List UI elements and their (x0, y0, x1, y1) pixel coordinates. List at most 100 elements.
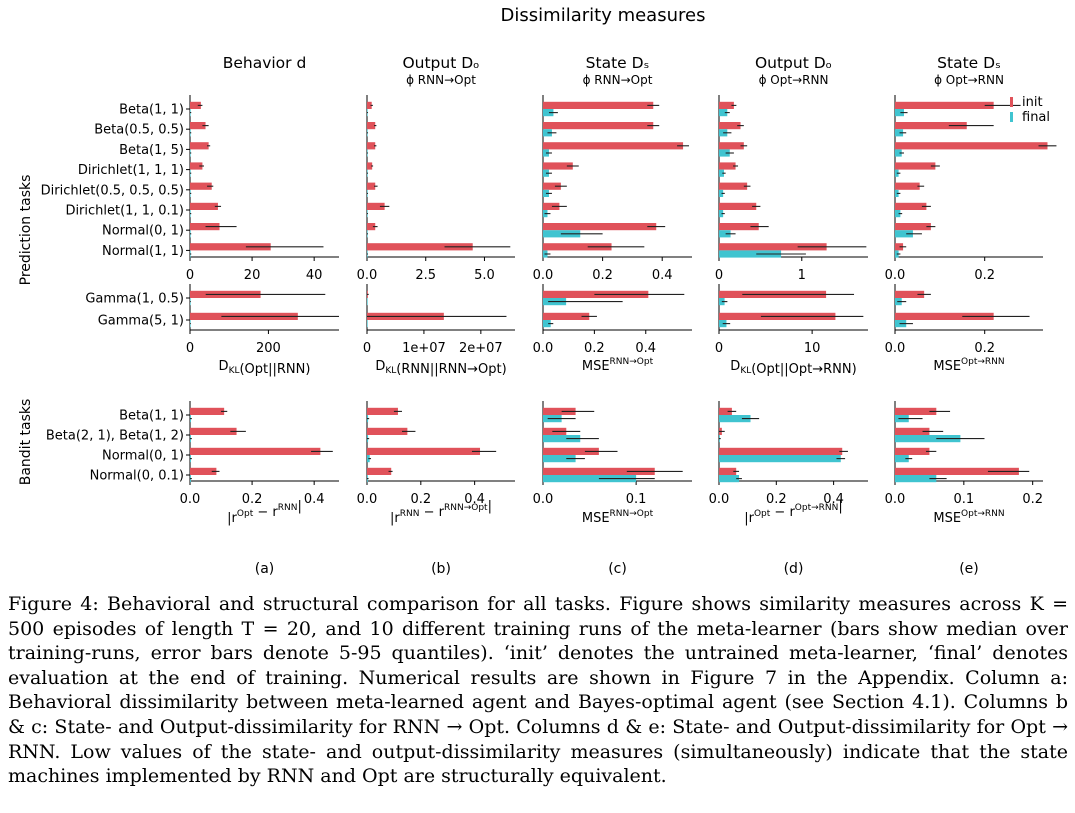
x-tick-label: 200 (256, 341, 281, 356)
bar-init (895, 243, 904, 251)
bar-final (719, 230, 731, 238)
bar-init (543, 407, 576, 415)
bar-init (895, 142, 1048, 150)
bar-init (367, 243, 473, 251)
bar-init (543, 202, 560, 210)
x-tick-label: 0.0 (357, 268, 378, 283)
bar-init (543, 182, 561, 190)
bar-init (543, 312, 590, 320)
bar-init (543, 467, 655, 475)
x-axis-label: |rOpt − rOpt→RNN| (744, 499, 843, 526)
bar-final (719, 210, 724, 218)
bar-init (367, 122, 376, 130)
x-tick-label: 2.5 (415, 268, 436, 283)
x-tick-label: 0 (363, 341, 371, 356)
bar-final (367, 298, 368, 306)
column-title-d: Output Dₒ (755, 54, 832, 72)
bar-init (895, 427, 930, 435)
x-tick-label: 0.2 (766, 492, 787, 507)
category-label-prediction: Dirichlet(0.5, 0.5, 0.5) (41, 183, 184, 198)
bar-final (895, 149, 902, 157)
column-subtitle-b: ϕ RNN→Opt (406, 73, 476, 87)
bar-init (895, 122, 967, 130)
x-tick-label: 0.4 (635, 341, 656, 356)
category-label-bandit: Beta(1, 1) (119, 409, 184, 424)
x-tick-label: 0.4 (823, 492, 844, 507)
column-subtitle-c: ϕ RNN→Opt (583, 73, 653, 87)
x-tick-label: 0.4 (652, 268, 673, 283)
bar-final (719, 475, 740, 483)
bar-init (367, 407, 398, 415)
bar-init (367, 427, 408, 435)
bar-init (719, 243, 827, 251)
bar-init (719, 122, 741, 130)
x-tick-label: 0.2 (974, 268, 995, 283)
bar-init (895, 223, 931, 231)
figure-caption: Figure 4: Behavioral and structural comp… (8, 593, 1068, 788)
x-axis-label: |rOpt − rRNN| (227, 499, 302, 526)
bar-init (367, 142, 376, 150)
x-tick-label: 0.1 (626, 492, 647, 507)
x-tick-label: 0.0 (357, 492, 378, 507)
category-label-prediction: Beta(1, 1) (119, 103, 184, 118)
x-axis-label: MSEOpt→RNN (933, 509, 1004, 526)
legend-swatch-init (1010, 97, 1013, 107)
x-tick-label: 0.0 (885, 341, 906, 356)
bar-final (719, 415, 751, 423)
bar-final (543, 435, 581, 443)
category-label-bandit: Normal(0, 1) (102, 449, 184, 464)
x-tick-label: 0.2 (1022, 492, 1043, 507)
x-tick-label: 0.0 (533, 492, 554, 507)
bar-init (367, 162, 373, 170)
legend-swatch-final (1010, 112, 1013, 122)
panel-letter-d: (d) (784, 561, 804, 577)
bar-final (895, 435, 961, 443)
x-tick-label: 0 (186, 268, 194, 283)
column-subtitle-e: ϕ Opt→RNN (934, 73, 1004, 87)
x-axis-label: MSERNN→Opt (582, 357, 654, 374)
bar-init (190, 407, 225, 415)
bar-init (895, 290, 925, 298)
bar-final (543, 455, 576, 463)
column-title-e: State Dₛ (937, 54, 1001, 72)
bar-init (895, 312, 994, 320)
bar-init (190, 427, 237, 435)
bar-final (895, 475, 937, 483)
x-axis-label: DKL(RNN||RNN→Opt) (375, 359, 506, 377)
x-tick-label: 0.0 (533, 341, 554, 356)
x-tick-label: 0.1 (953, 492, 974, 507)
x-tick-label: 0.2 (592, 268, 613, 283)
bar-init (543, 142, 684, 150)
bar-init (190, 122, 206, 130)
category-label-bandit: Beta(2, 1), Beta(1, 2) (46, 429, 184, 444)
x-tick-label: 0 (186, 341, 194, 356)
bar-init (190, 467, 217, 475)
bar-init (543, 122, 654, 130)
x-tick-label: 40 (306, 268, 323, 283)
x-tick-label: 2e+07 (459, 341, 503, 356)
bar-init (895, 202, 927, 210)
bar-init (719, 202, 757, 210)
x-tick-label: 1e+07 (402, 341, 446, 356)
bar-init (543, 223, 657, 231)
bar-init (367, 202, 385, 210)
x-tick-label: 0.2 (242, 492, 263, 507)
bar-final (543, 109, 554, 117)
bar-final (719, 189, 724, 197)
bar-init (367, 101, 372, 109)
bar-init (190, 142, 209, 150)
bar-init (367, 223, 376, 231)
category-label-bandit: Normal(0, 0.1) (90, 469, 184, 484)
x-tick-label: 0.0 (709, 492, 730, 507)
x-tick-label: 0.2 (974, 341, 995, 356)
bar-init (895, 407, 937, 415)
category-label-gamma: Gamma(1, 0.5) (85, 292, 184, 307)
category-label-prediction: Beta(0.5, 0.5) (94, 123, 184, 138)
bar-init (190, 202, 218, 210)
bar-final (719, 169, 724, 177)
bar-init (543, 447, 599, 455)
figure-title: Dissimilarity measures (501, 5, 706, 26)
bar-final (719, 250, 782, 258)
column-subtitle-d: ϕ Opt→RNN (759, 73, 829, 87)
bar-init (543, 243, 612, 251)
